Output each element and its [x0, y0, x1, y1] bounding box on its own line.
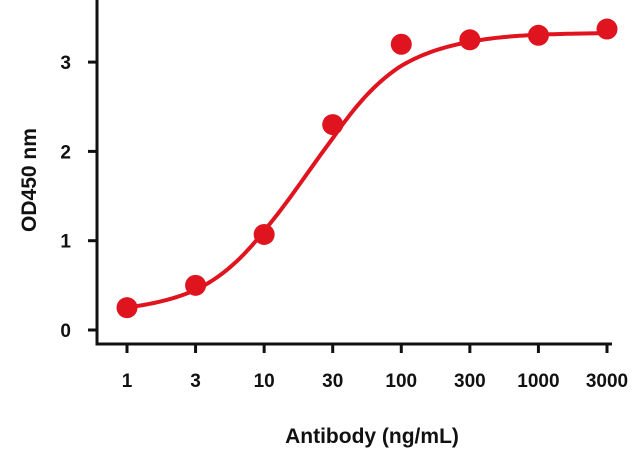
data-point	[459, 29, 481, 51]
series-fit-curve	[125, 31, 609, 310]
x-axis-title: Antibody (ng/mL)	[285, 425, 459, 448]
y-tick-label: 0	[60, 321, 71, 342]
x-tick-label: 3	[190, 371, 201, 392]
y-axis-title: OD450 nm	[18, 128, 41, 232]
y-tick-label: 2	[60, 142, 71, 163]
x-tick-label: 30	[322, 371, 343, 392]
x-axis-ticks: 1 3 10 30 100 300 1000 3000	[122, 344, 628, 392]
data-point	[253, 223, 275, 245]
x-tick-label: 10	[254, 371, 275, 392]
data-point	[596, 18, 618, 40]
series-points	[116, 18, 618, 319]
x-tick-label: 3000	[586, 371, 628, 392]
y-tick-label: 3	[60, 53, 71, 74]
x-tick-label: 1	[122, 371, 133, 392]
data-point	[322, 114, 344, 136]
y-tick-label: 1	[60, 232, 71, 253]
x-tick-label: 300	[454, 371, 486, 392]
data-point	[390, 33, 412, 55]
data-point	[527, 24, 549, 46]
x-tick-label: 1000	[517, 371, 559, 392]
data-point	[185, 274, 207, 296]
data-point	[116, 297, 138, 319]
y-axis-ticks: 0 1 2 3	[60, 53, 97, 342]
x-tick-label: 100	[385, 371, 417, 392]
